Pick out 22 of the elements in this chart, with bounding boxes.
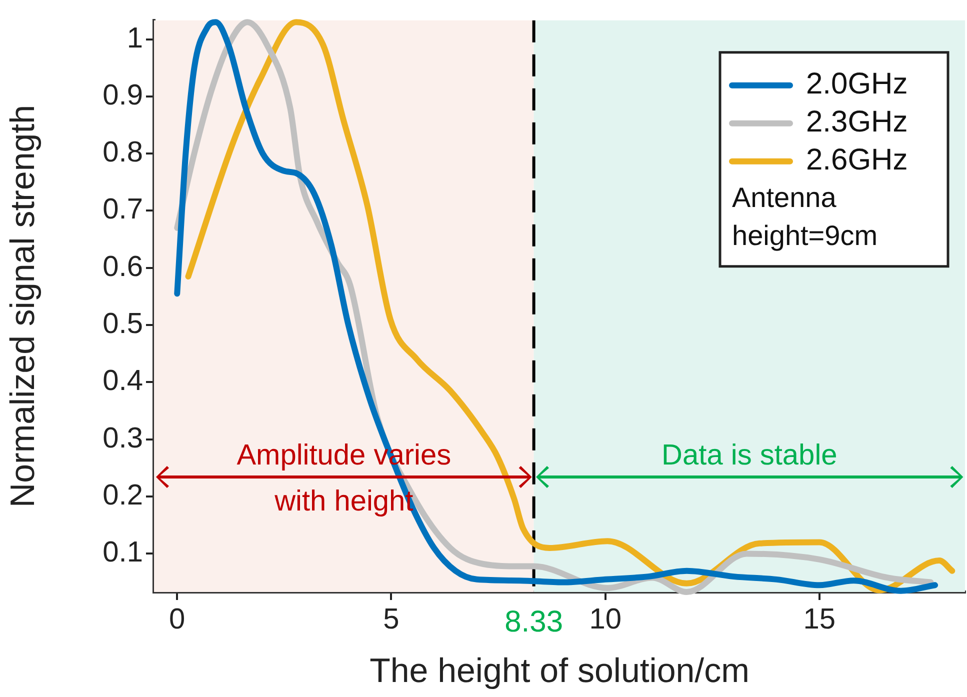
y-tick-label: 0.4 (102, 365, 143, 398)
y-tick-label: 1 (126, 22, 143, 54)
y-tick-label: 0.7 (102, 194, 143, 226)
legend-label: 2.0GHz (806, 68, 908, 101)
legend-label: 2.3GHz (806, 106, 908, 139)
y-tick-label: 0.6 (102, 250, 143, 283)
y-tick-label: 0.9 (102, 79, 143, 112)
y-tick-label: 0.1 (102, 536, 143, 569)
band-label: Data is stable (662, 440, 838, 472)
y-tick-label: 0.8 (102, 136, 143, 169)
annotation: Antenna height=9cm (732, 182, 878, 252)
x-tick-label: 15 (803, 603, 836, 636)
x-tick-label: 5 (383, 603, 400, 636)
y-tick-label: 0.2 (102, 480, 143, 512)
y-tick-label: 0.5 (102, 308, 143, 340)
y-tick-label: 0.3 (102, 422, 143, 454)
legend-label: 2.6GHz (806, 144, 908, 177)
y-axis-title: Normalized signal strength (4, 104, 42, 508)
x-axis-title: The height of solution/cm (370, 652, 750, 690)
x-tick-label: 0 (169, 603, 186, 636)
x-tick-label: 10 (589, 603, 622, 636)
ref-line-label: 8.33 (504, 605, 564, 638)
